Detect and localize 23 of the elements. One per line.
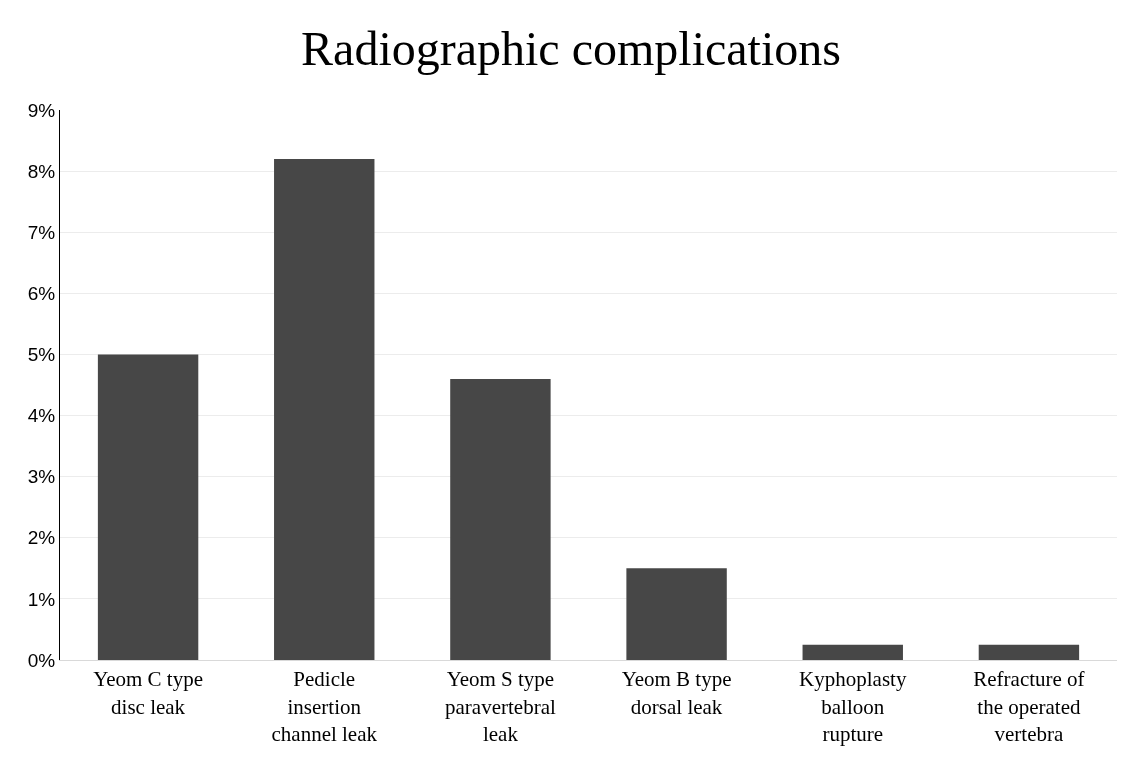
x-tick-label: Yeom C type disc leak bbox=[93, 667, 204, 719]
y-tick-label: 6% bbox=[27, 282, 56, 304]
y-tick-label: 7% bbox=[27, 221, 56, 243]
x-tick-label: Yeom S type paravertebral leak bbox=[445, 667, 556, 746]
y-tick-label: 0% bbox=[27, 649, 56, 671]
bar bbox=[802, 644, 903, 660]
x-tick-label: Refracture of the operated vertebra bbox=[973, 667, 1085, 746]
bar bbox=[97, 354, 199, 660]
y-tick-label: 2% bbox=[27, 527, 56, 549]
x-tick-label: Pedicle insertion channel leak bbox=[271, 667, 378, 746]
bar bbox=[274, 158, 375, 660]
y-tick-label: 8% bbox=[27, 160, 56, 182]
y-tick-label: 4% bbox=[27, 405, 56, 427]
bar bbox=[626, 568, 727, 660]
x-tick-label: Yeom B type dorsal leak bbox=[621, 667, 732, 719]
bar bbox=[978, 644, 1080, 660]
y-tick-label: 5% bbox=[27, 344, 56, 366]
y-tick-label: 3% bbox=[27, 466, 56, 488]
y-tick-label: 1% bbox=[27, 588, 56, 610]
y-tick-label: 9% bbox=[27, 99, 56, 121]
chart-title: Radiographic complications bbox=[301, 21, 841, 75]
x-tick-label: Kyphoplasty balloon rupture bbox=[799, 667, 907, 746]
bar bbox=[450, 378, 551, 660]
